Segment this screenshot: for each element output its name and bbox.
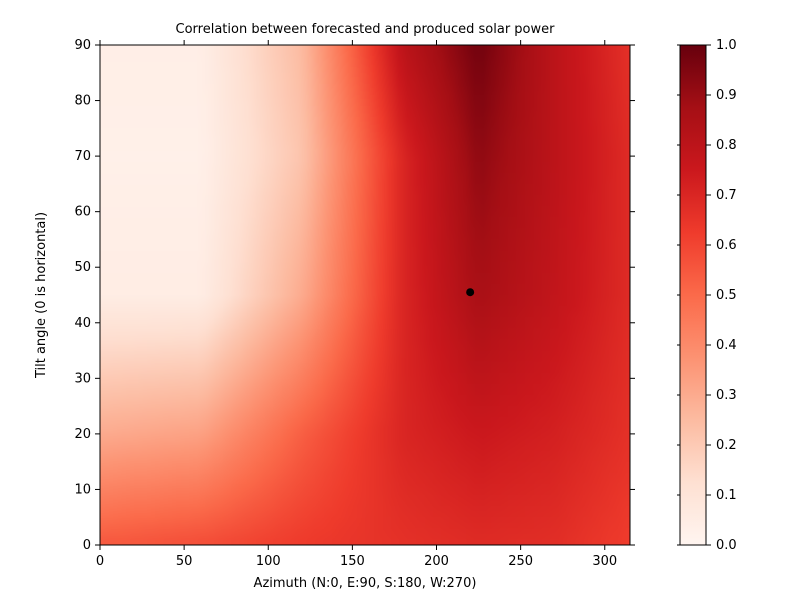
colorbar-tick-label: 0.8: [716, 138, 737, 153]
x-tick-label: 200: [424, 554, 449, 569]
heatmap: [100, 45, 630, 545]
y-tick-label: 0: [83, 538, 91, 553]
optimum-marker: [466, 288, 474, 296]
y-tick-label: 10: [74, 482, 91, 497]
y-axis-label: Tilt angle (0 is horizontal): [34, 212, 49, 379]
colorbar-tick-label: 0.1: [716, 488, 737, 503]
colorbar-tick-label: 0.9: [716, 88, 737, 103]
chart-title: Correlation between forecasted and produ…: [176, 22, 556, 37]
colorbar-tick-label: 0.2: [716, 438, 737, 453]
colorbar-tick-label: 0.3: [716, 388, 737, 403]
x-tick-label: 50: [176, 554, 193, 569]
colorbar: [680, 45, 706, 545]
y-tick-label: 40: [74, 316, 91, 331]
colorbar-tick-label: 0.5: [716, 288, 737, 303]
colorbar-tick-label: 0.7: [716, 188, 737, 203]
colorbar-tick-label: 1.0: [716, 38, 737, 53]
chart-svg: 0 50 100 150 200 250 300 0 10 20 30 40 50 60 70 80 90 0…: [0, 0, 812, 612]
y-tick-label: 20: [74, 427, 91, 442]
y-tick-label: 50: [74, 260, 91, 275]
x-tick-label: 100: [256, 554, 281, 569]
x-tick-label: 0: [96, 554, 104, 569]
x-axis-label: Azimuth (N:0, E:90, S:180, W:270): [254, 576, 477, 591]
x-tick-label: 150: [340, 554, 365, 569]
y-tick-label: 90: [74, 38, 91, 53]
y-tick-label: 80: [74, 94, 91, 109]
colorbar-tick-label: 0.0: [716, 538, 737, 553]
x-tick-label: 250: [508, 554, 533, 569]
figure: 0 50 100 150 200 250 300 0 10 20 30 40 50 60 70 80 90 0…: [0, 0, 812, 612]
y-tick-label: 60: [74, 205, 91, 220]
colorbar-tick-label: 0.4: [716, 338, 737, 353]
y-tick-label: 70: [74, 149, 91, 164]
x-tick-label: 300: [592, 554, 617, 569]
y-tick-label: 30: [74, 371, 91, 386]
colorbar-tick-label: 0.6: [716, 238, 737, 253]
